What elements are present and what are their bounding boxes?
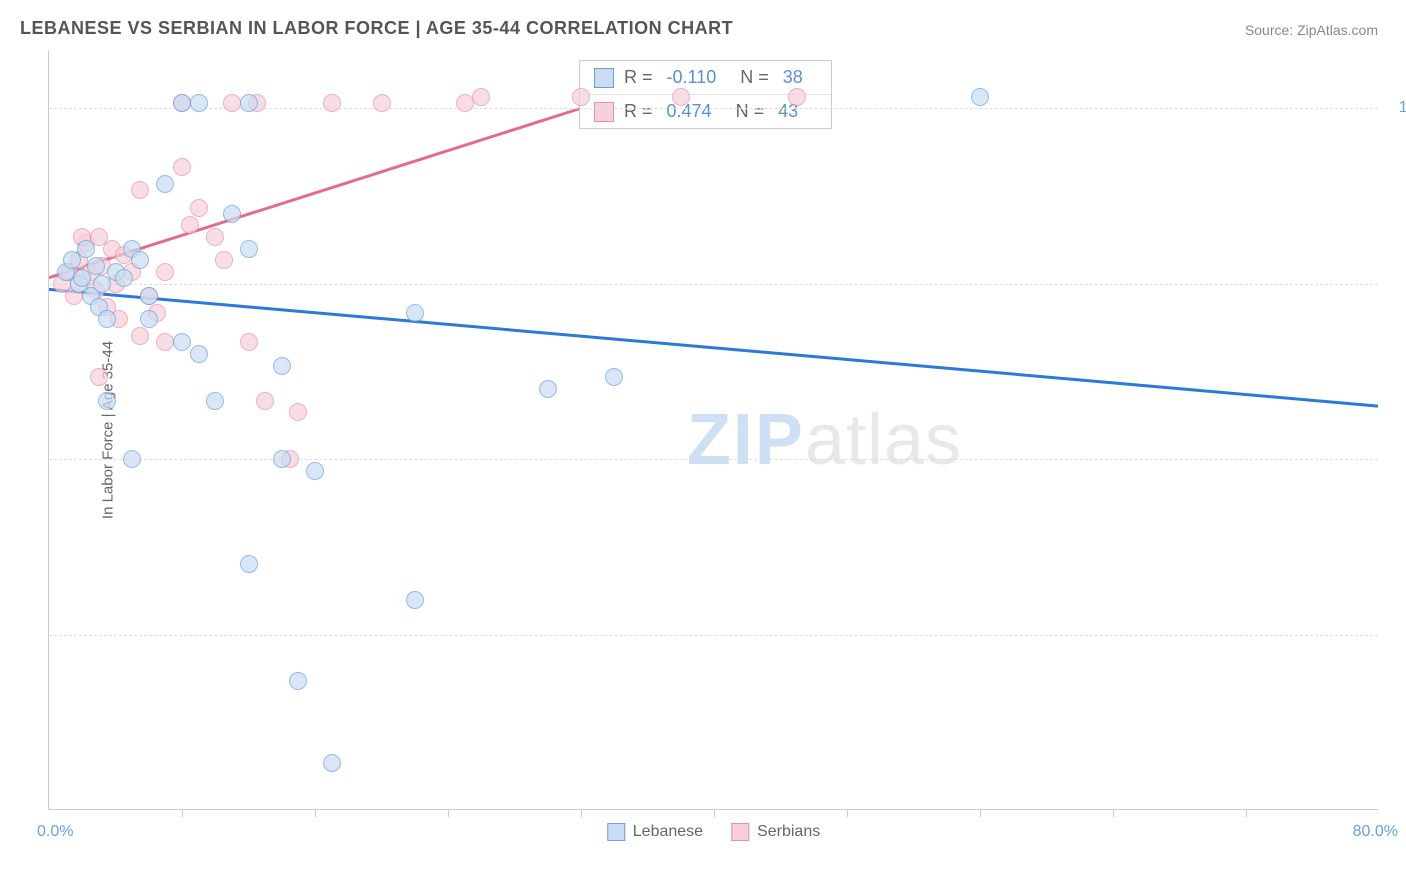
r-value-lebanese: -0.110: [667, 67, 717, 88]
scatter-point-lebanese: [173, 333, 191, 351]
scatter-point-serbians: [289, 403, 307, 421]
x-tick: [448, 809, 449, 817]
watermark: ZIPatlas: [687, 399, 962, 481]
scatter-point-serbians: [456, 94, 474, 112]
scatter-point-serbians: [156, 333, 174, 351]
trend-lines-svg: [49, 50, 1378, 809]
grid-line: [49, 635, 1378, 636]
scatter-point-serbians: [131, 327, 149, 345]
scatter-point-lebanese: [273, 450, 291, 468]
x-axis-min-label: 0.0%: [37, 823, 73, 841]
x-tick: [581, 809, 582, 817]
scatter-point-serbians: [256, 392, 274, 410]
scatter-point-serbians: [672, 88, 690, 106]
scatter-point-lebanese: [115, 269, 133, 287]
scatter-point-serbians: [215, 251, 233, 269]
scatter-point-serbians: [131, 181, 149, 199]
x-tick: [1113, 809, 1114, 817]
watermark-atlas: atlas: [805, 400, 962, 480]
source-label: Source: ZipAtlas.com: [1245, 22, 1378, 38]
scatter-point-serbians: [190, 199, 208, 217]
chart-title: LEBANESE VS SERBIAN IN LABOR FORCE | AGE…: [20, 18, 733, 39]
scatter-point-lebanese: [87, 257, 105, 275]
x-tick: [980, 809, 981, 817]
grid-line: [49, 459, 1378, 460]
legend-swatch-lebanese: [594, 68, 614, 88]
scatter-point-serbians: [373, 94, 391, 112]
scatter-point-lebanese: [77, 240, 95, 258]
r-label: R =: [624, 101, 653, 122]
y-tick-label: 70.0%: [1388, 450, 1406, 468]
x-tick: [847, 809, 848, 817]
scatter-point-lebanese: [98, 310, 116, 328]
x-tick: [315, 809, 316, 817]
scatter-point-lebanese: [323, 754, 341, 772]
scatter-point-lebanese: [605, 368, 623, 386]
scatter-point-lebanese: [223, 205, 241, 223]
x-tick: [1246, 809, 1247, 817]
x-tick: [182, 809, 183, 817]
legend-sw-lebanese: [607, 823, 625, 841]
y-tick-label: 100.0%: [1388, 99, 1406, 117]
legend-swatch-serbians: [594, 102, 614, 122]
watermark-zip: ZIP: [687, 400, 805, 480]
scatter-point-serbians: [572, 88, 590, 106]
scatter-point-lebanese: [240, 555, 258, 573]
legend-item-serbians: Serbians: [731, 823, 820, 841]
legend-label-serbians: Serbians: [757, 823, 820, 841]
scatter-point-lebanese: [98, 392, 116, 410]
scatter-point-lebanese: [190, 345, 208, 363]
scatter-point-serbians: [206, 228, 224, 246]
x-axis-max-label: 80.0%: [1353, 823, 1398, 841]
scatter-point-lebanese: [240, 240, 258, 258]
scatter-point-lebanese: [206, 392, 224, 410]
scatter-point-serbians: [472, 88, 490, 106]
scatter-point-serbians: [223, 94, 241, 112]
scatter-point-serbians: [240, 333, 258, 351]
legend-label-lebanese: Lebanese: [633, 823, 703, 841]
legend-sw-serbians: [731, 823, 749, 841]
y-tick-label: 55.0%: [1388, 626, 1406, 644]
scatter-point-lebanese: [971, 88, 989, 106]
legend-item-lebanese: Lebanese: [607, 823, 703, 841]
scatter-point-lebanese: [156, 175, 174, 193]
scatter-point-lebanese: [131, 251, 149, 269]
n-label: N =: [736, 101, 765, 122]
scatter-point-lebanese: [173, 94, 191, 112]
scatter-point-serbians: [788, 88, 806, 106]
n-label: N =: [740, 67, 769, 88]
scatter-point-lebanese: [406, 591, 424, 609]
scatter-point-lebanese: [140, 310, 158, 328]
scatter-point-lebanese: [190, 94, 208, 112]
scatter-point-lebanese: [140, 287, 158, 305]
scatter-point-serbians: [90, 368, 108, 386]
n-value-lebanese: 38: [783, 67, 803, 88]
scatter-point-serbians: [156, 263, 174, 281]
scatter-point-serbians: [181, 216, 199, 234]
scatter-point-lebanese: [240, 94, 258, 112]
y-tick-label: 85.0%: [1388, 275, 1406, 293]
y-axis-label: In Labor Force | Age 35-44: [100, 340, 117, 518]
r-label: R =: [624, 67, 653, 88]
scatter-point-serbians: [323, 94, 341, 112]
chart-plot-area: In Labor Force | Age 35-44 ZIPatlas R = …: [48, 50, 1378, 810]
x-tick: [714, 809, 715, 817]
series-legend: Lebanese Serbians: [607, 823, 820, 841]
scatter-point-serbians: [173, 158, 191, 176]
scatter-point-lebanese: [539, 380, 557, 398]
scatter-point-lebanese: [306, 462, 324, 480]
scatter-point-lebanese: [406, 304, 424, 322]
scatter-point-lebanese: [289, 672, 307, 690]
scatter-point-lebanese: [273, 357, 291, 375]
r-value-serbians: 0.474: [667, 101, 712, 122]
scatter-point-lebanese: [123, 450, 141, 468]
grid-line: [49, 284, 1378, 285]
